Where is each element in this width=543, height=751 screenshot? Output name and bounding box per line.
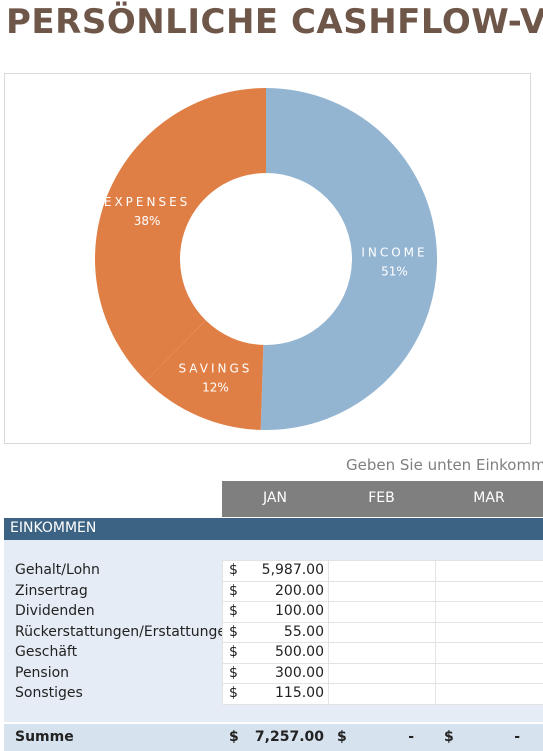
total-amount: 7,257.00 [254,729,324,745]
cell [435,580,543,602]
row-label: Dividenden [15,603,95,619]
cell [328,560,436,582]
slice-percent: 38% [134,214,161,228]
total-amount: - [408,729,414,745]
cell [435,683,543,705]
cell [435,601,543,623]
chart-frame [4,73,531,444]
slice-percent: 51% [381,264,408,278]
total-row [4,724,543,751]
currency: $ [229,603,238,619]
cell [435,642,543,664]
donut-slice [95,88,266,381]
instruction-note: Geben Sie unten Einkommen [346,456,543,474]
section-bar [4,518,543,540]
cell [435,560,543,582]
donut-slice [146,320,264,430]
total-currency: $ [337,729,347,745]
slice-category: EXPENSES [104,195,190,209]
currency: $ [229,562,238,578]
amount: 500.00 [275,644,324,660]
cell [435,621,543,643]
row-label: Geschäft [15,644,78,660]
amount: 5,987.00 [261,562,324,578]
amount: 115.00 [275,685,324,701]
currency: $ [229,623,238,640]
cell [328,662,436,684]
total-currency: $ [444,729,454,745]
cell [435,662,543,684]
row-label: Rückerstattungen/Erstattungen [15,623,222,640]
amount: 200.00 [275,582,324,599]
cell [328,621,436,643]
total-currency: $ [229,729,239,745]
currency: $ [229,644,238,660]
month-label: FEB [368,490,395,506]
chart: INCOME 51% SAVINGS 12% EXPENSES 38% [95,88,437,430]
section-title: EINKOMMEN [10,520,97,536]
row-label: Sonstiges [15,685,83,701]
currency: $ [229,582,238,599]
month-header [222,481,543,517]
total-label: Summe [15,729,74,745]
row-label: Pension [15,664,70,681]
cell [328,642,436,664]
cell [328,683,436,705]
slice-percent: 12% [202,381,229,395]
cell [328,601,436,623]
amount: 55.00 [283,623,324,640]
cell [328,580,436,602]
donut-slice [260,88,437,430]
row-label: Zinsertrag [15,582,88,599]
row-label: Gehalt/Lohn [15,562,100,578]
amount: 300.00 [275,664,324,681]
sheet-title: PERSÖNLICHE CASHFLOW-VORSCHAU [6,2,543,42]
month-label: JAN [263,490,287,506]
slice-category: INCOME [361,245,427,259]
slice-category: SAVINGS [178,362,252,376]
currency: $ [229,664,238,681]
total-amount: - [514,729,520,745]
amount: 100.00 [275,603,324,619]
currency: $ [229,685,238,701]
month-label: MAR [473,490,505,506]
